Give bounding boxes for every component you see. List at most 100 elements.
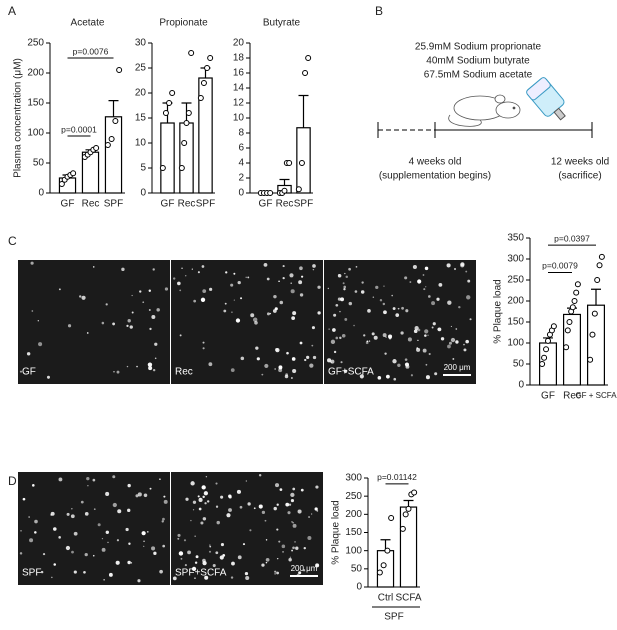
plaque (290, 498, 295, 503)
plaque (152, 268, 155, 271)
plaque (195, 555, 199, 559)
plaque (265, 557, 270, 562)
plaque (29, 538, 34, 543)
plaque (314, 507, 318, 511)
plaque (163, 495, 166, 498)
plaque (282, 264, 285, 268)
micrograph (18, 472, 170, 585)
plaque (278, 540, 281, 543)
data-point (298, 160, 305, 166)
plaque (397, 363, 401, 367)
plaque (128, 542, 131, 545)
plaque (216, 520, 220, 525)
plaque (455, 328, 458, 330)
data-point (286, 160, 293, 166)
plaque (70, 514, 75, 519)
plaque (80, 500, 84, 504)
plaque (306, 355, 310, 360)
plaque (335, 303, 339, 307)
plaque (51, 576, 53, 579)
y-tick-label: 0 (518, 380, 524, 391)
plaque (84, 511, 89, 516)
plaque (450, 325, 453, 328)
plaque (469, 318, 472, 321)
x-tick-label: Rec (563, 391, 581, 402)
plaque (286, 351, 289, 355)
data-point (587, 356, 594, 363)
plaque (258, 473, 262, 477)
plaque (215, 551, 219, 555)
y-tick-label: 250 (345, 491, 362, 502)
plaque (278, 368, 283, 373)
y-tick-label: 0 (356, 582, 362, 593)
y-tick-label: 8 (238, 128, 244, 139)
data-point (598, 253, 605, 260)
plaque (28, 516, 30, 518)
plaque (348, 301, 353, 306)
y-tick-label: 150 (27, 98, 44, 109)
plaque (397, 307, 400, 310)
error-bar (279, 178, 290, 186)
plaque (294, 541, 296, 543)
plaque (422, 274, 425, 276)
x-tick-label: SPF (294, 199, 313, 210)
plaque (342, 282, 345, 285)
error-bar (298, 94, 309, 128)
plaque (147, 362, 153, 367)
p-value: p=0.01142 (377, 472, 417, 482)
data-point (380, 562, 387, 569)
plaque (377, 376, 382, 380)
plaque (255, 346, 259, 350)
mouse (448, 94, 521, 127)
plaque (348, 267, 351, 271)
plaque (240, 356, 245, 361)
image-label: SPF (22, 568, 41, 579)
plaque (278, 280, 280, 283)
plaque (360, 290, 365, 294)
plaque (105, 303, 108, 306)
plaque (404, 276, 408, 280)
plaque (71, 550, 74, 554)
plaque (197, 495, 200, 498)
x-tick-label: SCFA (395, 593, 421, 604)
plaque (292, 546, 295, 550)
p-value: p=0.0001 (61, 124, 97, 134)
plaque (66, 512, 70, 516)
plaque (289, 273, 294, 278)
plaque (274, 573, 276, 575)
plaque (101, 537, 104, 540)
plaque (274, 307, 278, 311)
data-point (550, 323, 557, 330)
plaque (193, 299, 197, 303)
plaque (463, 343, 465, 346)
data-point (178, 165, 185, 171)
plaque (302, 569, 306, 572)
plaque (312, 355, 317, 360)
plaque (198, 497, 203, 502)
plaque (453, 268, 457, 271)
x-tick-label: GF (541, 391, 555, 402)
plaque (355, 265, 358, 268)
data-point (197, 95, 204, 101)
plaque (184, 564, 187, 567)
y-tick-label: 16 (233, 68, 245, 79)
plaque (245, 276, 247, 279)
plaque (191, 268, 193, 270)
plaque (431, 326, 434, 329)
plaque (292, 368, 297, 374)
plaque (269, 312, 272, 315)
plaque (154, 342, 158, 346)
plaque (223, 309, 227, 313)
plaque (458, 305, 461, 309)
plaque (292, 311, 297, 316)
plaque (253, 507, 256, 510)
plaque (92, 266, 95, 268)
plaque (117, 509, 122, 514)
plaque (181, 267, 183, 269)
y-tick-label: 20 (233, 38, 245, 49)
plaque (401, 306, 404, 310)
plaque (197, 271, 200, 274)
plaque (142, 301, 145, 304)
plaque (261, 373, 264, 376)
data-point (405, 505, 412, 512)
